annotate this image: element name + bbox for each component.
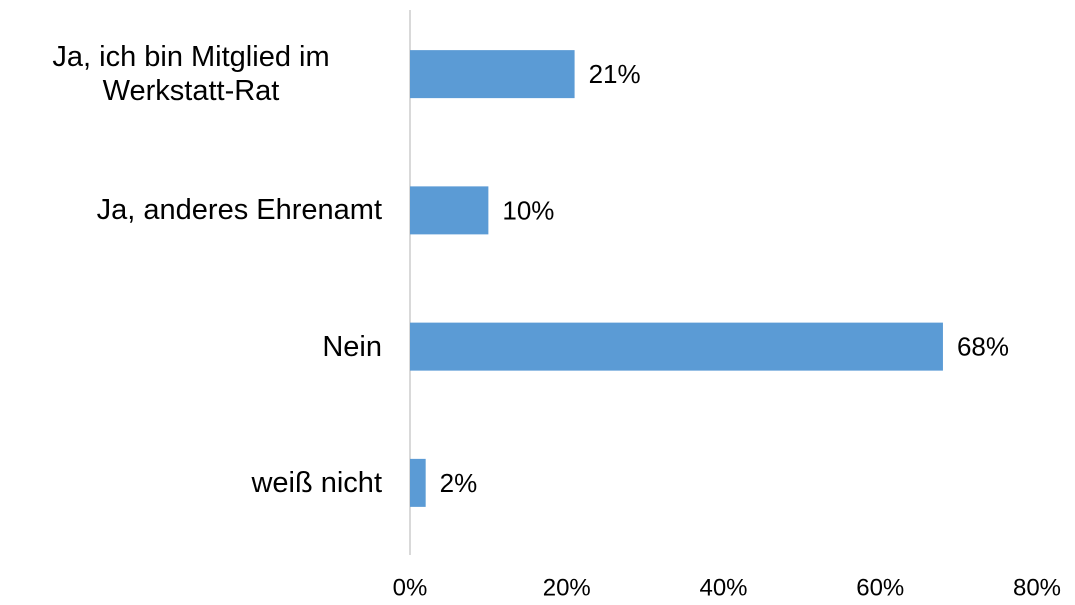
bar [410,50,575,99]
x-tick-label: 60% [856,574,904,601]
x-tick-label: 0% [393,574,428,601]
y-tick-label: Ja, anderes Ehrenamt [0,193,382,227]
x-tick-label: 20% [543,574,591,601]
data-label: 2% [440,468,478,498]
y-tick-text: Ja, ich bin Mitglied im Werkstatt-Rat [52,41,330,108]
data-label: 68% [957,332,1009,362]
x-tick-label: 80% [1013,574,1061,601]
y-tick-label: Nein [0,330,382,364]
data-label: 10% [502,195,554,225]
y-tick-text: weiß nicht [251,466,382,499]
y-tick-text: Ja, anderes Ehrenamt [96,194,382,227]
y-tick-text: Nein [322,330,382,363]
bar [410,322,943,371]
bar [410,458,426,507]
y-tick-label: weiß nicht [0,466,382,500]
data-label: 21% [589,59,641,89]
y-tick-label: Ja, ich bin Mitglied im Werkstatt-Rat [0,40,382,108]
bar [410,186,489,235]
x-tick-label: 40% [699,574,747,601]
